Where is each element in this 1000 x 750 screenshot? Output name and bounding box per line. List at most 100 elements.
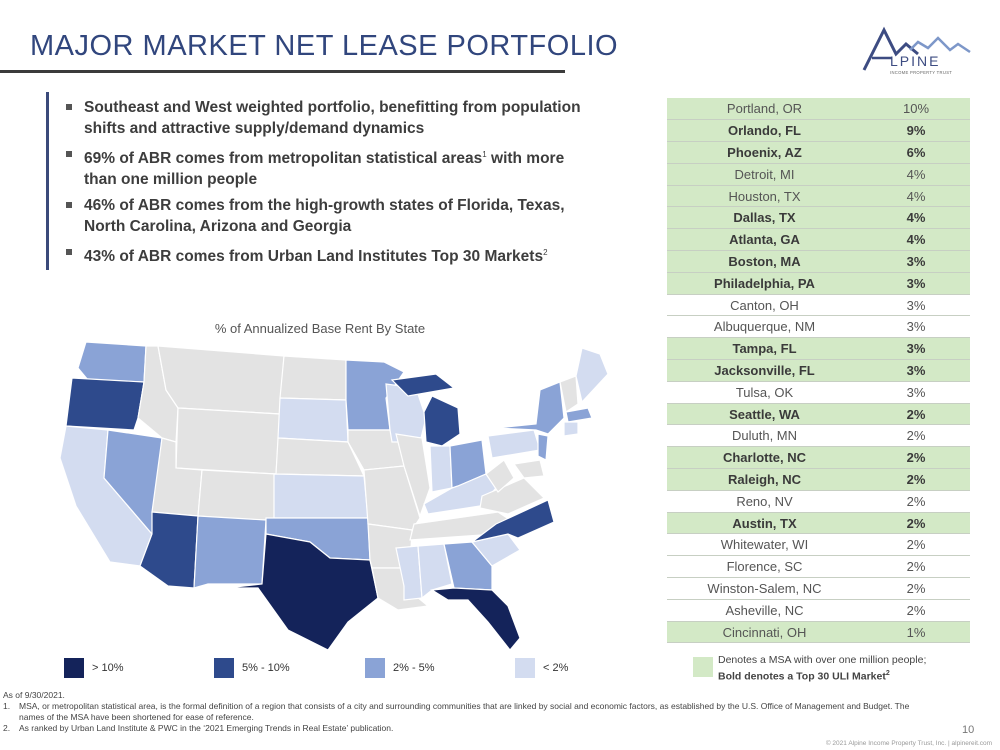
page-title: MAJOR MARKET NET LEASE PORTFOLIO (30, 30, 619, 62)
msa-name: Canton, OH (667, 294, 862, 317)
page-number: 10 (962, 724, 975, 736)
table-row: Asheville, NC 2% (667, 599, 970, 622)
key-point: 43% of ABR comes from Urban Land Institu… (66, 242, 596, 267)
state-north-dakota (279, 355, 347, 401)
msa-name: Cincinnati, OH (667, 621, 862, 644)
table-row: Philadelphia, PA 3% (667, 272, 970, 295)
bullet-square-icon (66, 249, 72, 256)
table-row: Duluth, MN 2% (667, 424, 970, 448)
msa-name: Philadelphia, PA (667, 272, 862, 295)
msa-percent: 1% (862, 621, 970, 644)
state-new-mexico (193, 515, 267, 589)
msa-percent: 3% (862, 381, 970, 404)
state-virginia (479, 477, 546, 515)
msa-name: Duluth, MN (667, 424, 862, 448)
msa-name: Winston-Salem, NC (667, 577, 862, 600)
msa-name: Asheville, NC (667, 599, 862, 622)
msa-name: Charlotte, NC (667, 446, 862, 470)
msa-name: Tulsa, OK (667, 381, 862, 404)
copyright: © 2021 Alpine Income Property Trust, Inc… (825, 740, 992, 747)
msa-percent: 4% (862, 185, 970, 208)
map-title: % of Annualized Base Rent By State (214, 321, 426, 336)
state-west-virginia (485, 459, 515, 493)
msa-percent: 3% (862, 315, 970, 339)
key-point: 46% of ABR comes from the high-growth st… (66, 195, 596, 237)
footnote-ref: 2 (543, 248, 548, 258)
msa-percent: 3% (862, 250, 970, 273)
as-of-date: As of 9/30/2021. (3, 690, 65, 700)
msa-name: Tampa, FL (667, 337, 862, 361)
footnotes: As of 9/30/2021. 1. MSA, or metropolitan … (3, 690, 933, 734)
state-massachusetts (565, 407, 593, 423)
table-row: Dallas, TX 4% (667, 206, 970, 230)
table-row: Atlanta, GA 4% (667, 228, 970, 252)
mountain-logo-icon: LPINE INCOME PROPERTY TRUST (862, 26, 971, 75)
state-connecticut (563, 421, 579, 437)
msa-percent: 2% (862, 424, 970, 448)
key-point: 69% of ABR comes from metropolitan stati… (66, 144, 596, 190)
state-michigan (423, 395, 461, 447)
alpine-logo: LPINE INCOME PROPERTY TRUST (858, 24, 978, 76)
state-wyoming (175, 407, 281, 475)
msa-name: Boston, MA (667, 250, 862, 273)
state-illinois (395, 433, 431, 518)
msa-percent: 2% (862, 403, 970, 426)
legend-swatch (365, 658, 385, 678)
msa-percent: 9% (862, 119, 970, 143)
msa-percent: 3% (862, 337, 970, 361)
msa-table: Portland, OR 10% Orlando, FL 9% Phoenix, AZ 6… (667, 98, 970, 644)
msa-name: Albuquerque, NM (667, 315, 862, 339)
table-row: Canton, OH 3% (667, 294, 970, 317)
table-row: Phoenix, AZ 6% (667, 141, 970, 164)
table-row: Florence, SC 2% (667, 555, 970, 579)
msa-name: Dallas, TX (667, 206, 862, 230)
table-row: Albuquerque, NM 3% (667, 315, 970, 339)
state-new-england-vt-nh (559, 375, 579, 413)
msa-percent: 2% (862, 555, 970, 579)
table-row: Portland, OR 10% (667, 98, 970, 121)
bullets-accent-bar (46, 92, 49, 270)
state-new-jersey (537, 433, 549, 461)
state-pennsylvania (487, 429, 541, 459)
table-row: Tampa, FL 3% (667, 337, 970, 361)
legend-swatch (214, 658, 234, 678)
bullet-square-icon (66, 104, 72, 110)
table-row: Seattle, WA 2% (667, 403, 970, 426)
legend-item-2to5: 2% - 5% (365, 658, 435, 678)
legend-item-5to10: 5% - 10% (214, 658, 290, 678)
msa-name: Seattle, WA (667, 403, 862, 426)
state-alabama (417, 543, 453, 600)
state-kansas (273, 473, 369, 519)
msa-name: Orlando, FL (667, 119, 862, 143)
state-washington (77, 341, 147, 383)
bullet-square-icon (66, 202, 72, 209)
legend-swatch (64, 658, 84, 678)
state-montana (157, 345, 285, 415)
title-divider (0, 70, 565, 73)
msa-name: Whitewater, WI (667, 533, 862, 557)
msa-percent: 3% (862, 294, 970, 317)
table-row: Detroit, MI 4% (667, 163, 970, 186)
table-row: Boston, MA 3% (667, 250, 970, 273)
table-row: Charlotte, NC 2% (667, 446, 970, 470)
msa-percent: 6% (862, 141, 970, 164)
table-row: Tulsa, OK 3% (667, 381, 970, 404)
legend-swatch (515, 658, 535, 678)
logo-text: LPINE (890, 53, 940, 69)
state-oregon (65, 377, 145, 431)
msa-name: Florence, SC (667, 555, 862, 579)
msa-name: Reno, NV (667, 490, 862, 513)
footnote-ref: 1 (482, 150, 487, 159)
note-line-1: Denotes a MSA with over one million peop… (718, 654, 927, 666)
state-maine (575, 347, 608, 404)
state-colorado (197, 469, 277, 523)
table-row: Raleigh, NC 2% (667, 468, 970, 491)
table-row: Cincinnati, OH 1% (667, 621, 970, 644)
table-row: Jacksonville, FL 3% (667, 359, 970, 382)
msa-percent: 2% (862, 599, 970, 622)
footnote-item: 1. MSA, or metropolitan statistical area,… (3, 701, 910, 722)
msa-name: Raleigh, NC (667, 468, 862, 491)
legend-item-gt10: > 10% (64, 658, 124, 678)
state-indiana (429, 445, 453, 493)
footnote-ref: 2 (885, 670, 890, 677)
